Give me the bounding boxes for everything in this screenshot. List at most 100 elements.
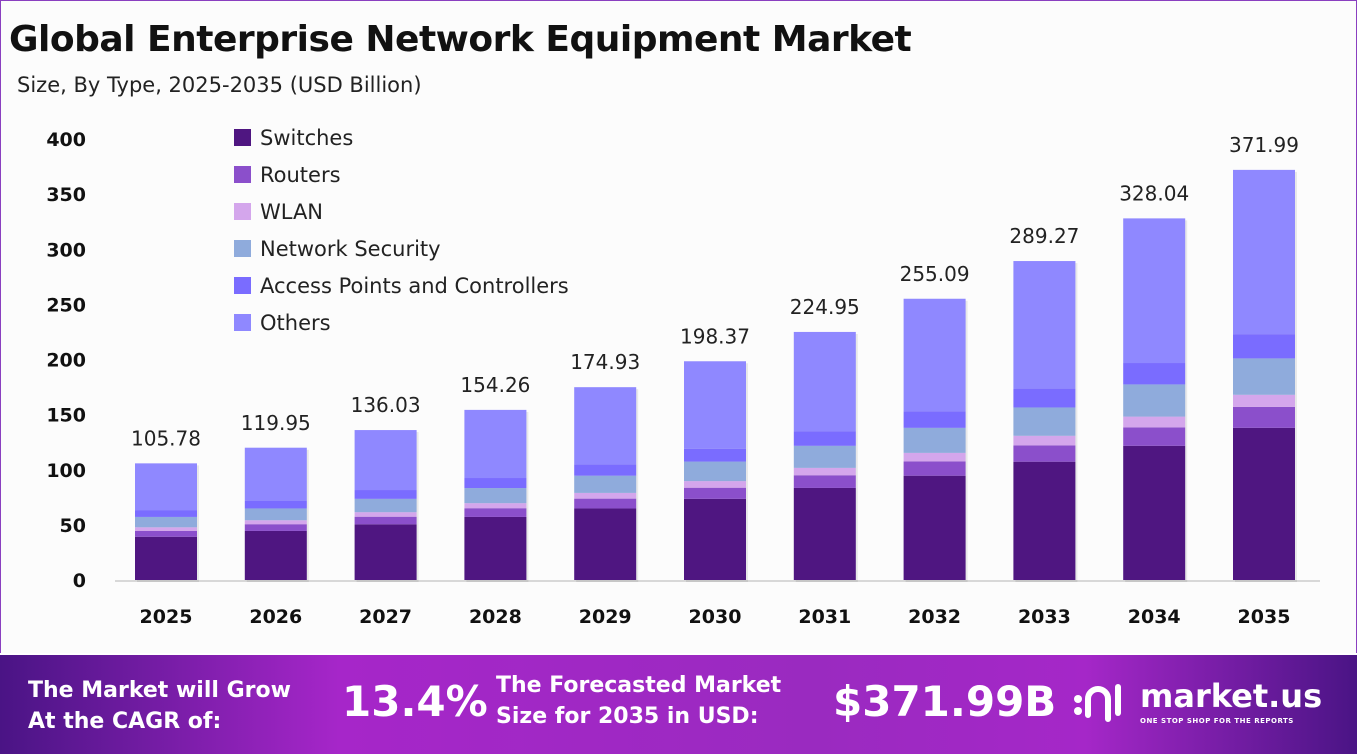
bar-total-label: 119.95 bbox=[241, 411, 311, 435]
bar-segment-network-security bbox=[903, 427, 966, 453]
cagr-label-line: The Market will Grow bbox=[28, 678, 291, 703]
bar-segment-others bbox=[684, 361, 746, 449]
legend-label: Access Points and Controllers bbox=[260, 274, 569, 298]
legend-swatch bbox=[234, 277, 251, 294]
bar-segment-wlan bbox=[793, 467, 856, 476]
bar-segment-switches bbox=[354, 524, 417, 580]
bar-segment-routers bbox=[354, 516, 417, 525]
bar-segment-wlan bbox=[1013, 435, 1076, 446]
bar-segment-routers bbox=[1233, 406, 1295, 428]
y-tick-label: 350 bbox=[46, 184, 86, 206]
bar-segment-network-security bbox=[135, 516, 197, 528]
bar-total-label: 105.78 bbox=[131, 426, 201, 450]
x-tick-label: 2033 bbox=[1018, 606, 1071, 628]
bar-segment-routers bbox=[1123, 427, 1186, 446]
bar-segment-routers bbox=[684, 487, 746, 499]
legend-swatch bbox=[234, 240, 251, 257]
bar-total-label: 136.03 bbox=[351, 393, 421, 417]
y-tick-label: 400 bbox=[46, 129, 86, 151]
bar-segment-switches bbox=[793, 487, 856, 580]
x-tick-label: 2025 bbox=[140, 606, 193, 628]
bar-total-label: 371.99 bbox=[1229, 133, 1299, 157]
bar-segment-network-security bbox=[793, 445, 856, 468]
x-tick-label: 2027 bbox=[359, 606, 412, 628]
legend-swatch bbox=[234, 166, 251, 183]
x-tick-label: 2028 bbox=[469, 606, 522, 628]
chart-subtitle: Size, By Type, 2025-2035 (USD Billion) bbox=[17, 73, 422, 97]
bar-segment-access-points-and-controllers bbox=[354, 490, 417, 499]
stacked-bar-chart: 0 50 100 150 200 250 300 350 400 105.78 2025 119.95… bbox=[46, 126, 1320, 628]
legend-label: Routers bbox=[260, 163, 341, 187]
brand-tagline: ONE STOP SHOP FOR THE REPORTS bbox=[1140, 717, 1294, 725]
y-tick-label: 0 bbox=[73, 570, 86, 592]
y-tick-label: 200 bbox=[46, 350, 86, 372]
bar-segment-access-points-and-controllers bbox=[684, 448, 746, 462]
bar-segment-switches bbox=[574, 508, 637, 580]
bar-segment-network-security bbox=[684, 461, 746, 482]
x-tick-label: 2032 bbox=[908, 606, 961, 628]
bar-segment-others bbox=[793, 331, 856, 432]
bar-segment-others bbox=[464, 409, 527, 479]
forecast-value: $371.99B bbox=[833, 677, 1057, 726]
bar-segment-wlan bbox=[903, 452, 966, 462]
footer-banner: The Market will Grow At the CAGR of: 13.4… bbox=[0, 655, 1357, 754]
bar-total-label: 174.93 bbox=[570, 350, 640, 374]
bar-total-label: 198.37 bbox=[680, 324, 750, 348]
y-tick-label: 300 bbox=[46, 239, 86, 261]
y-tick-label: 250 bbox=[46, 294, 86, 316]
bar-segment-routers bbox=[793, 475, 856, 488]
legend-swatch bbox=[234, 203, 251, 220]
bar-segment-access-points-and-controllers bbox=[464, 478, 527, 489]
x-tick-label: 2029 bbox=[579, 606, 632, 628]
forecast-label: The Forecasted Market Size for 2035 in US… bbox=[496, 670, 781, 732]
bar-segment-others bbox=[135, 463, 197, 511]
bar-segment-access-points-and-controllers bbox=[244, 500, 307, 509]
legend-swatch bbox=[234, 129, 251, 146]
y-tick-label: 100 bbox=[46, 460, 86, 482]
bar-segment-access-points-and-controllers bbox=[1013, 388, 1076, 408]
y-tick-label: 50 bbox=[60, 515, 86, 537]
brand-logo-icon bbox=[1074, 684, 1121, 722]
bar-segment-switches bbox=[1013, 461, 1076, 580]
bar-segment-network-security bbox=[244, 508, 307, 521]
bar-segment-wlan bbox=[1123, 416, 1186, 428]
bar-segment-routers bbox=[574, 498, 637, 509]
x-tick-label: 2034 bbox=[1128, 606, 1181, 628]
bar-segment-wlan bbox=[354, 512, 417, 517]
bar-segment-switches bbox=[135, 536, 197, 580]
bar-segment-network-security bbox=[1123, 384, 1186, 417]
x-tick-label: 2035 bbox=[1238, 606, 1291, 628]
bar-segment-access-points-and-controllers bbox=[135, 510, 197, 517]
bar-segment-others bbox=[1013, 261, 1076, 389]
cagr-label: The Market will Grow At the CAGR of: bbox=[28, 675, 291, 737]
bar-segment-routers bbox=[903, 461, 966, 476]
bar-segment-wlan bbox=[574, 492, 637, 499]
bar-segment-access-points-and-controllers bbox=[793, 431, 856, 446]
chart-title: Global Enterprise Network Equipment Mark… bbox=[9, 19, 912, 60]
bar-segment-others bbox=[1123, 218, 1186, 364]
legend-label: Switches bbox=[260, 126, 353, 150]
bar-segment-network-security bbox=[464, 488, 527, 504]
bar-segment-switches bbox=[903, 475, 966, 580]
bar-segment-routers bbox=[464, 508, 527, 517]
bar-segment-wlan bbox=[1233, 394, 1295, 407]
bar-segment-switches bbox=[464, 516, 527, 580]
bar-segment-others bbox=[574, 387, 637, 465]
legend-swatch bbox=[234, 314, 251, 331]
cagr-label-line: At the CAGR of: bbox=[28, 709, 222, 734]
bar-segment-access-points-and-controllers bbox=[1123, 363, 1186, 385]
legend-label: Network Security bbox=[260, 237, 441, 261]
bar-segment-access-points-and-controllers bbox=[574, 464, 637, 476]
bar-segment-others bbox=[354, 430, 417, 491]
legend-label: WLAN bbox=[260, 200, 323, 224]
bar-segment-access-points-and-controllers bbox=[1233, 334, 1295, 359]
bar-segment-routers bbox=[1013, 445, 1076, 462]
bar-segment-routers bbox=[244, 524, 307, 531]
bar-segment-others bbox=[903, 298, 966, 412]
bar-total-label: 289.27 bbox=[1009, 224, 1079, 248]
bar-segment-wlan bbox=[684, 481, 746, 488]
legend-label: Others bbox=[260, 311, 331, 335]
bar-total-label: 328.04 bbox=[1119, 181, 1189, 205]
bar-segment-switches bbox=[684, 498, 746, 580]
bar-segment-switches bbox=[244, 530, 307, 580]
